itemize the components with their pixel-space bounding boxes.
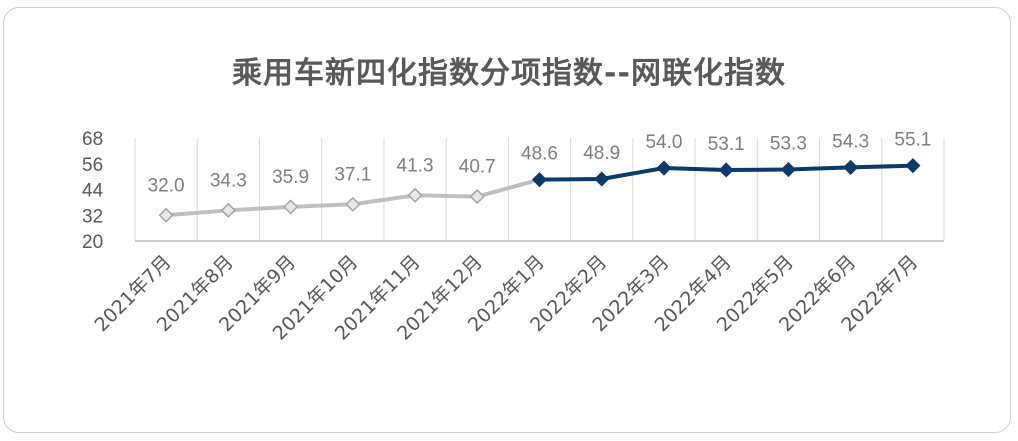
y-tick-label: 56 bbox=[82, 155, 103, 176]
data-label: 55.1 bbox=[894, 130, 931, 151]
data-label: 48.9 bbox=[583, 143, 620, 164]
data-label: 40.7 bbox=[459, 157, 496, 178]
data-point bbox=[345, 196, 361, 212]
data-point bbox=[283, 199, 299, 215]
data-label: 54.3 bbox=[832, 131, 869, 152]
data-point bbox=[718, 162, 734, 178]
y-tick-label: 20 bbox=[82, 232, 103, 253]
y-tick-label: 68 bbox=[82, 129, 103, 150]
data-point bbox=[780, 161, 796, 178]
data-label: 41.3 bbox=[397, 155, 434, 176]
data-label: 54.0 bbox=[645, 132, 682, 153]
data-label: 53.3 bbox=[770, 134, 807, 155]
data-label: 32.0 bbox=[148, 175, 185, 196]
data-label: 37.1 bbox=[334, 164, 371, 185]
data-label: 53.1 bbox=[708, 134, 745, 155]
data-point bbox=[469, 189, 485, 205]
chart-frame bbox=[3, 7, 1011, 433]
data-point bbox=[843, 159, 859, 175]
data-label: 35.9 bbox=[272, 167, 309, 188]
y-tick-label: 32 bbox=[82, 206, 103, 227]
data-point bbox=[407, 187, 423, 203]
data-point bbox=[656, 160, 672, 176]
data-point bbox=[594, 171, 610, 187]
data-point bbox=[531, 172, 548, 188]
y-tick-label: 44 bbox=[82, 181, 104, 202]
data-point bbox=[158, 207, 174, 223]
data-point bbox=[905, 158, 921, 174]
data-label: 48.6 bbox=[521, 144, 558, 165]
data-point bbox=[220, 202, 236, 218]
chart-title: 乘用车新四化指数分项指数--网联化指数 bbox=[232, 56, 786, 91]
data-label: 34.3 bbox=[210, 170, 247, 191]
